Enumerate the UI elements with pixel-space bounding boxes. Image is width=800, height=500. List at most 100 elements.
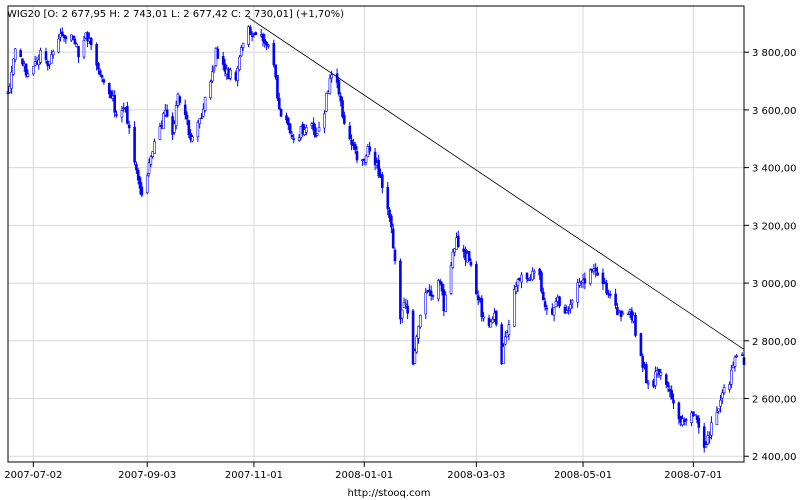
- candle: [540, 270, 543, 294]
- candle: [312, 117, 315, 136]
- candle-body: [285, 115, 288, 121]
- candle-body: [670, 390, 673, 400]
- candle-body: [241, 42, 245, 48]
- candle: [715, 406, 719, 426]
- candle-body: [717, 408, 720, 412]
- candle-body: [151, 151, 154, 157]
- candlestick-series: [6, 25, 746, 453]
- candle: [672, 393, 675, 410]
- candle: [563, 304, 567, 314]
- candle: [149, 154, 153, 167]
- candle-body: [109, 91, 113, 99]
- candle: [355, 145, 359, 164]
- candle-body: [531, 270, 534, 280]
- candle-body: [86, 32, 89, 42]
- candle-body: [147, 162, 151, 174]
- candle-body: [317, 127, 321, 132]
- candle: [285, 112, 288, 124]
- candle-body: [735, 355, 739, 357]
- candle-body: [50, 54, 53, 64]
- candle: [386, 181, 390, 215]
- candle: [494, 310, 498, 327]
- y-tick-label: 3 000,00: [752, 279, 797, 290]
- candle: [570, 299, 574, 309]
- candle-body: [89, 37, 93, 46]
- candle: [77, 45, 80, 63]
- candle: [710, 416, 713, 440]
- candle-body: [578, 282, 581, 286]
- candle-body: [341, 100, 344, 117]
- candle-body: [570, 300, 574, 304]
- candle: [525, 272, 529, 283]
- candle: [381, 172, 384, 194]
- candle-body: [73, 38, 77, 45]
- candle-body: [71, 35, 75, 39]
- candle-body: [97, 63, 100, 70]
- candle-body: [267, 44, 270, 47]
- candle: [730, 364, 733, 389]
- candle-body: [115, 114, 118, 116]
- candle: [26, 69, 30, 78]
- candle-body: [353, 143, 357, 150]
- candle: [178, 95, 182, 106]
- candle-body: [634, 314, 637, 336]
- candle-body: [614, 293, 617, 306]
- candle-body: [708, 436, 711, 439]
- candle-body: [254, 32, 258, 35]
- candle: [202, 103, 205, 118]
- candle: [489, 319, 493, 328]
- candle-body: [733, 356, 737, 367]
- y-tick-label: 3 600,00: [752, 106, 797, 117]
- candle: [532, 269, 536, 280]
- candle-body: [400, 309, 404, 319]
- candle-body: [98, 70, 102, 75]
- candle: [288, 123, 292, 135]
- candle-body: [569, 304, 572, 309]
- candle-body: [494, 310, 498, 325]
- candle-body: [507, 324, 511, 336]
- candle-body: [57, 38, 60, 53]
- candle: [513, 284, 516, 328]
- candle: [578, 277, 581, 288]
- candle-body: [520, 274, 523, 283]
- candle-body: [543, 301, 547, 308]
- candle: [151, 151, 154, 159]
- candle: [440, 281, 444, 296]
- chart-title: WIG20 [O: 2 677,95 H: 2 743,01 L: 2 677,…: [7, 9, 344, 20]
- candle: [145, 172, 149, 195]
- candle: [502, 343, 505, 364]
- candle-body: [221, 56, 225, 65]
- candle: [261, 32, 265, 47]
- candle-body: [503, 336, 507, 345]
- candle-body: [429, 290, 433, 297]
- candle-body: [335, 73, 339, 83]
- candle-body: [621, 312, 625, 315]
- candle-body: [223, 63, 227, 72]
- x-tick-label: 2007-07-02: [4, 470, 62, 481]
- candle-body: [173, 123, 176, 133]
- candle: [75, 42, 79, 48]
- candle-body: [683, 419, 686, 422]
- candle: [740, 352, 744, 356]
- candle: [12, 58, 15, 76]
- candle: [431, 294, 435, 300]
- candle: [8, 83, 12, 94]
- candle-body: [126, 106, 129, 124]
- candle-body: [211, 71, 214, 82]
- candle: [527, 277, 531, 282]
- candle: [173, 120, 176, 135]
- candle: [353, 142, 357, 155]
- candle-body: [13, 48, 17, 61]
- candle: [520, 272, 523, 289]
- candle-body: [174, 105, 178, 127]
- candle: [424, 287, 428, 319]
- candle: [467, 250, 471, 262]
- candle: [469, 258, 473, 267]
- candle: [594, 263, 598, 278]
- candle: [507, 319, 511, 341]
- candle: [554, 297, 558, 308]
- candle: [654, 366, 657, 389]
- candle-body: [366, 146, 370, 158]
- candle: [552, 307, 556, 322]
- candle: [198, 118, 201, 129]
